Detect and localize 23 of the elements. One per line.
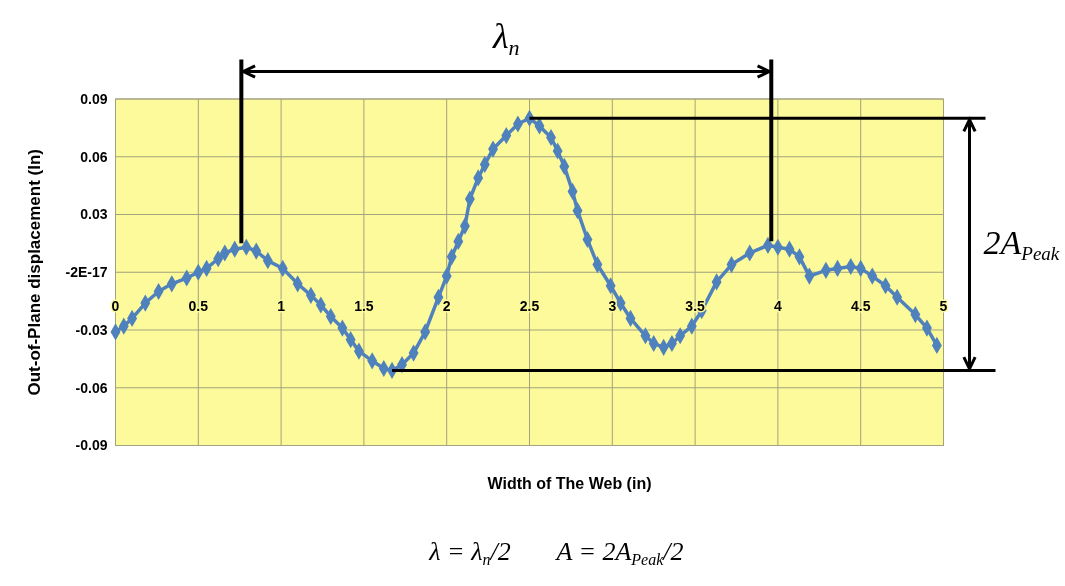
x-tick-label: 3	[608, 298, 617, 315]
x-tick-label: 0.5	[188, 298, 209, 315]
x-tick-label: 5	[939, 298, 948, 315]
text: A = 2A$_{Peak}$/2	[554, 537, 684, 568]
y-tick-label: -0.06	[75, 379, 108, 396]
x-tick-label: 1	[277, 298, 286, 315]
y-tick-label: -0.03	[75, 321, 108, 338]
text: λ$_{n}$	[492, 16, 520, 60]
y-axis-title: Out-of-Plane displacement (In)	[25, 148, 44, 396]
x-tick-label: 2	[442, 298, 451, 315]
x-axis-title: Width of The Web (in)	[487, 475, 652, 492]
x-tick-label: 4.5	[850, 298, 871, 315]
x-tick-label: 1.5	[354, 298, 374, 315]
y-tick-label: 0.06	[80, 148, 108, 165]
x-tick-label: 4	[774, 298, 782, 315]
x-tick-label: 2.5	[519, 298, 540, 315]
text: 2A$_{Peak}$	[983, 224, 1060, 265]
x-tick-label: 0	[111, 298, 120, 315]
y-tick-label: -0.09	[75, 437, 108, 454]
y-tick-label: -2E-17	[65, 264, 108, 281]
y-tick-label: 0.09	[80, 90, 108, 107]
text: λ = λ$_{n}$/2	[428, 537, 511, 568]
y-tick-label: 0.03	[80, 206, 108, 223]
